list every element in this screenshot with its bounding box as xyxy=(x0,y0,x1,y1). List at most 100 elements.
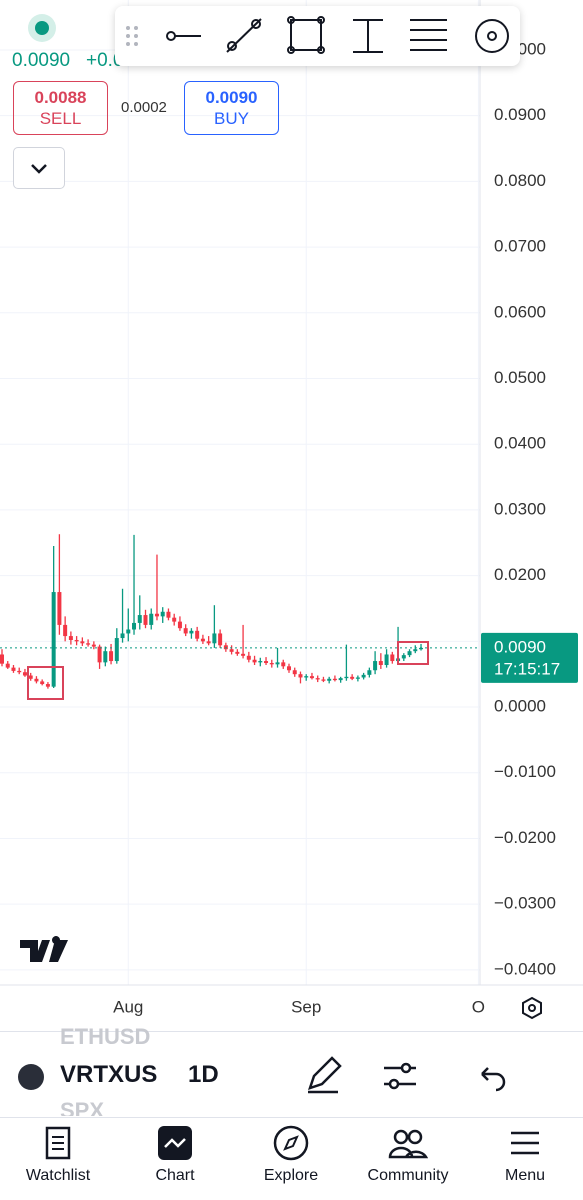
candle-body xyxy=(63,624,68,637)
y-tick-label: 0.0300 xyxy=(494,499,546,518)
candle-body xyxy=(315,678,320,680)
candle-body xyxy=(109,651,114,662)
candle-body xyxy=(298,674,303,678)
header-price: 0.0090 xyxy=(12,50,71,71)
candle-body xyxy=(172,617,177,622)
candle-body xyxy=(378,661,383,665)
nav-explore[interactable]: Explore xyxy=(236,1125,346,1185)
candle-body xyxy=(183,628,188,634)
candle-body xyxy=(120,633,125,639)
candle-body xyxy=(338,678,343,681)
candle-body xyxy=(74,640,79,642)
interval[interactable]: 1D xyxy=(188,1061,219,1088)
undo-icon[interactable] xyxy=(481,1067,506,1092)
x-tick-label: Sep xyxy=(291,997,321,1016)
candle-body xyxy=(287,666,291,671)
tool-more[interactable] xyxy=(475,19,509,53)
draw-icon[interactable] xyxy=(308,1056,342,1094)
candle-body xyxy=(126,629,131,634)
candle-body xyxy=(137,615,142,623)
candle-body xyxy=(143,615,148,625)
last-price-badge xyxy=(481,632,578,683)
prev-symbol[interactable]: ETHUSD xyxy=(60,1024,151,1049)
price-axis-panel xyxy=(480,0,583,985)
tool-trend[interactable] xyxy=(226,18,262,53)
settings-icon[interactable] xyxy=(522,996,542,1020)
candle-body xyxy=(5,663,10,668)
nav-watchlist[interactable]: Watchlist xyxy=(3,1125,113,1185)
y-tick-label: −0.0200 xyxy=(494,828,556,847)
candle-body xyxy=(68,636,73,641)
y-tick-label: 0.0200 xyxy=(494,565,546,584)
candle-body xyxy=(304,676,309,678)
nav-chart[interactable]: Chart xyxy=(120,1125,230,1185)
candle-body xyxy=(97,646,102,663)
drawing-rect[interactable] xyxy=(397,641,429,665)
buy-label: BUY xyxy=(214,109,249,128)
candle-body xyxy=(321,679,326,681)
candle-body xyxy=(22,672,27,676)
candle-body xyxy=(206,641,211,644)
candle-body xyxy=(17,670,22,673)
candle-body xyxy=(309,676,314,679)
candle-body xyxy=(241,653,246,656)
x-tick-label: O xyxy=(472,997,485,1016)
y-tick-label: 0.0000 xyxy=(494,697,546,716)
buy-price: 0.0090 xyxy=(205,88,258,107)
sell-button[interactable]: 0.0088 SELL xyxy=(13,81,108,135)
candle-body xyxy=(166,611,171,618)
candle-body xyxy=(275,662,280,665)
tool-rect[interactable] xyxy=(287,16,325,54)
candle-body xyxy=(258,661,263,663)
tool-measure[interactable] xyxy=(353,19,383,53)
candle-body xyxy=(413,649,418,652)
y-tick-label: 0.0900 xyxy=(494,105,546,124)
nav-label: Menu xyxy=(504,1167,546,1184)
tool-fib[interactable] xyxy=(410,19,447,51)
candle-body xyxy=(154,613,159,617)
y-tick-label: −0.0300 xyxy=(494,894,556,913)
candle-body xyxy=(229,649,234,652)
candle-body xyxy=(361,674,366,678)
candle-body xyxy=(28,675,33,679)
y-tick-label: 0.0700 xyxy=(494,237,546,256)
nav-menu[interactable]: Menu xyxy=(470,1125,580,1185)
candle-body xyxy=(103,651,108,663)
last-price-label: 0.0090 xyxy=(494,637,546,656)
candle-body xyxy=(34,678,39,682)
collapse-button[interactable] xyxy=(13,147,65,189)
drawing-rect[interactable] xyxy=(27,666,64,700)
candle-body xyxy=(218,633,223,646)
tool-line[interactable] xyxy=(166,31,201,41)
candle-body xyxy=(292,670,297,675)
candle-body xyxy=(11,667,16,671)
y-tick-label: 0.0500 xyxy=(494,368,546,387)
candle-body xyxy=(40,681,45,685)
header-change: +0.0 xyxy=(86,50,124,71)
drawing-toolbar xyxy=(115,6,520,66)
candle-body xyxy=(223,645,228,650)
y-tick-label: 0.0600 xyxy=(494,302,546,321)
chart[interactable]: −0.0400−0.0300−0.0200−0.01000.00000.0100… xyxy=(0,0,583,1032)
nav-community[interactable]: Community xyxy=(353,1125,463,1185)
symbol[interactable]: VRTXUSD xyxy=(60,1061,158,1088)
candle-body xyxy=(45,684,50,687)
indicators-icon[interactable] xyxy=(384,1062,416,1090)
candle-body xyxy=(57,592,62,625)
spread: 0.0002 xyxy=(121,99,167,116)
candle-body xyxy=(269,663,274,665)
next-symbol[interactable]: SPX xyxy=(60,1098,105,1116)
y-tick-label: −0.0100 xyxy=(494,762,556,781)
buy-button[interactable]: 0.0090 BUY xyxy=(184,81,279,135)
candle-body xyxy=(0,654,4,664)
candle-body xyxy=(384,654,389,665)
candle-body xyxy=(235,651,240,654)
symbol-bar-icons xyxy=(308,1056,506,1094)
status-dot xyxy=(35,21,49,35)
nav-label: Chart xyxy=(155,1167,195,1184)
divider xyxy=(0,1117,583,1118)
settings-icon-dot xyxy=(528,1004,536,1012)
candle-body xyxy=(149,613,154,625)
candle-body xyxy=(264,661,269,664)
